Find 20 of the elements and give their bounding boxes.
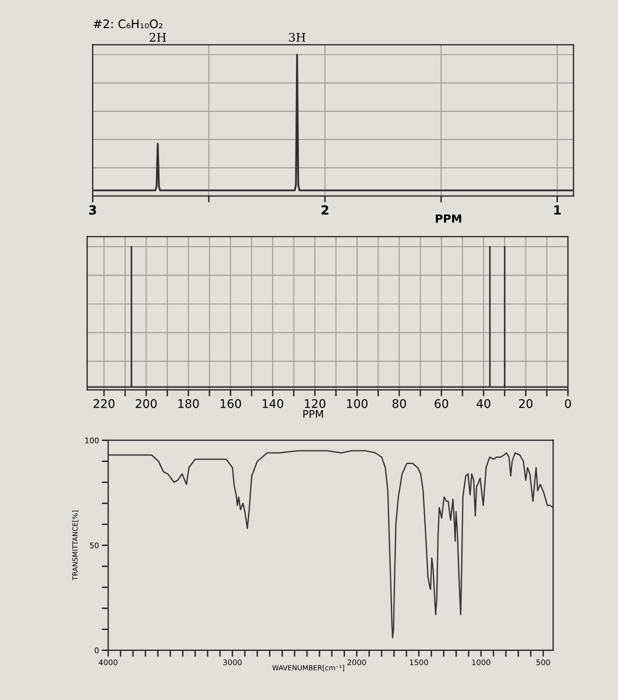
x-tick-label: 160 bbox=[220, 399, 242, 408]
x-tick-label: 80 bbox=[392, 399, 406, 408]
text: 3H bbox=[289, 32, 306, 42]
x-tick-label: 120 bbox=[304, 399, 326, 408]
x-tick-label: 100 bbox=[347, 399, 368, 408]
x-axis-title: PPM bbox=[303, 410, 323, 418]
x-tick-label: 220 bbox=[94, 399, 114, 408]
chart-title: #2: C₆H₁₀O₂ bbox=[94, 19, 162, 28]
x-tick-label: 140 bbox=[262, 399, 284, 408]
x-tick-label: 180 bbox=[178, 399, 199, 408]
x-tick-label: 60 bbox=[434, 399, 448, 408]
x-tick-label: 2 bbox=[322, 205, 328, 215]
text: 2H bbox=[150, 32, 166, 42]
x-tick-label: 200 bbox=[136, 399, 157, 408]
x-tick-label: 1 bbox=[554, 205, 561, 215]
x-tick-label: 0 bbox=[564, 399, 571, 408]
x-tick-label: 3 bbox=[89, 205, 96, 215]
x-axis-title: PPM bbox=[436, 214, 462, 223]
x-tick-label: 20 bbox=[519, 399, 532, 408]
x-tick-label: 40 bbox=[476, 399, 490, 408]
